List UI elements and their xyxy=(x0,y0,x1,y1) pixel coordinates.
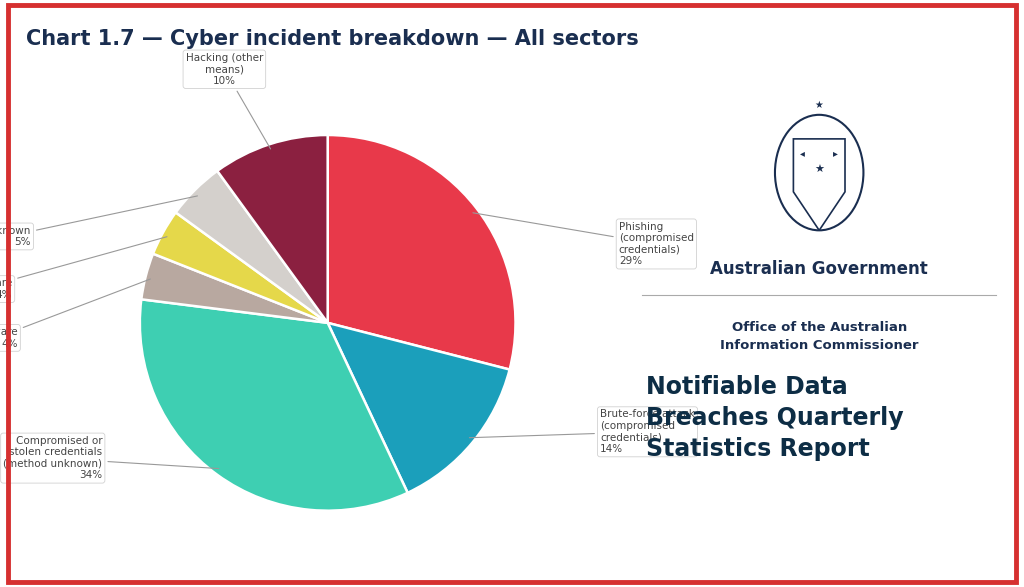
Text: Hacking (other
means)
10%: Hacking (other means) 10% xyxy=(185,53,270,149)
Wedge shape xyxy=(153,212,328,323)
Text: Phishing
(compromised
credentials)
29%: Phishing (compromised credentials) 29% xyxy=(473,213,694,266)
Wedge shape xyxy=(217,135,328,323)
Text: Office of the Australian
Information Commissioner: Office of the Australian Information Com… xyxy=(720,321,919,352)
Wedge shape xyxy=(140,299,408,511)
Text: Ransomware
4%: Ransomware 4% xyxy=(0,237,167,300)
Text: ★: ★ xyxy=(814,165,824,175)
Wedge shape xyxy=(328,323,510,493)
Text: ★: ★ xyxy=(815,100,823,110)
Text: ▸: ▸ xyxy=(834,149,839,158)
Text: Brute-force attack
(compromised
credentials)
14%: Brute-force attack (compromised credenti… xyxy=(469,409,695,454)
Text: Notifiable Data
Breaches Quarterly
Statistics Report: Notifiable Data Breaches Quarterly Stati… xyxy=(646,376,903,461)
Text: ◂: ◂ xyxy=(800,149,805,158)
Text: Compromised or
stolen credentials
(method unknown)
34%: Compromised or stolen credentials (metho… xyxy=(3,436,219,481)
Text: Unknown
5%: Unknown 5% xyxy=(0,196,198,247)
Text: Malware
4%: Malware 4% xyxy=(0,279,151,349)
Wedge shape xyxy=(328,135,515,370)
Text: Australian Government: Australian Government xyxy=(711,260,928,278)
Wedge shape xyxy=(141,254,328,323)
Wedge shape xyxy=(176,171,328,323)
Text: Chart 1.7 — Cyber incident breakdown — All sectors: Chart 1.7 — Cyber incident breakdown — A… xyxy=(26,29,638,49)
